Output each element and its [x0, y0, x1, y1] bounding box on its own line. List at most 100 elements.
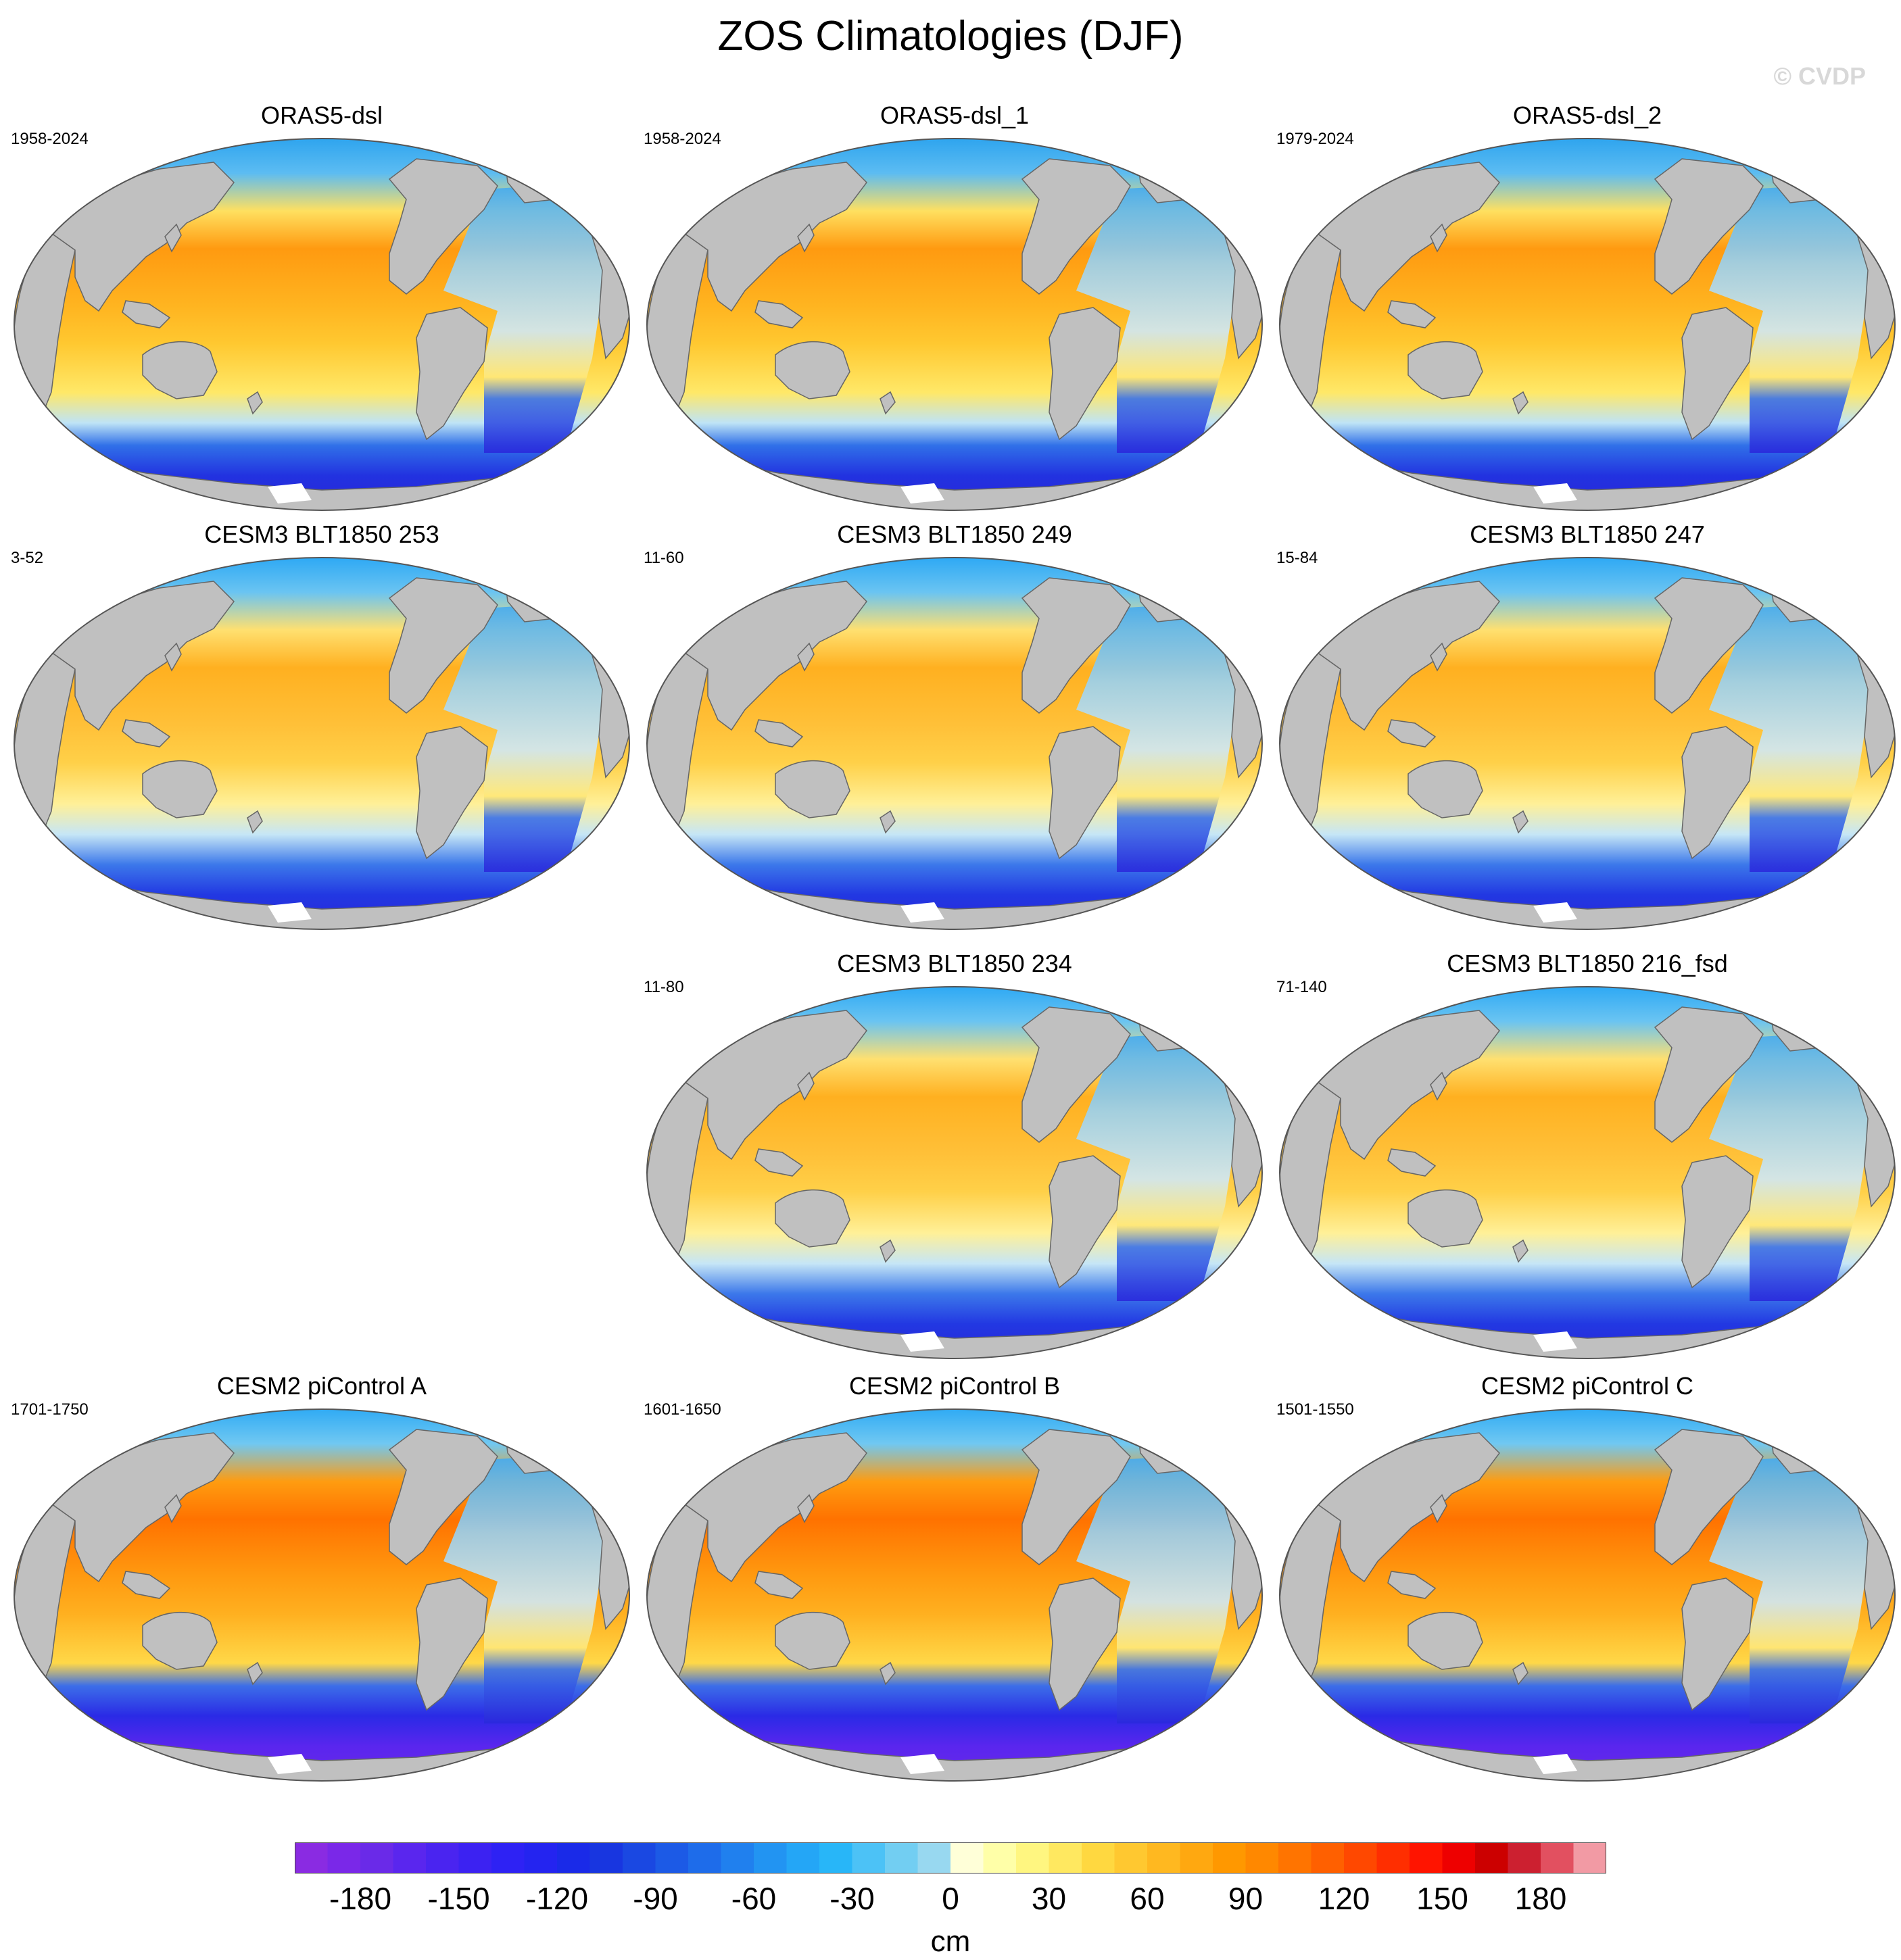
colorbar-swatch [1049, 1842, 1082, 1873]
colorbar-tick-label: -90 [633, 1881, 678, 1916]
colorbar-swatch [1311, 1842, 1345, 1873]
map-panel: CESM3 BLT1850 247 15-84 [1276, 520, 1898, 930]
map-border [646, 986, 1263, 1359]
colorbar-swatch [426, 1842, 459, 1873]
map-border [14, 1408, 630, 1782]
map-panel: CESM3 BLT1850 234 11-80 [644, 950, 1266, 1359]
colorbar-swatch [1475, 1842, 1508, 1873]
nz-land [247, 810, 263, 834]
south-america-land [416, 1577, 488, 1711]
maritime-land [1387, 300, 1437, 328]
colorbar-tick-label: -180 [329, 1881, 392, 1916]
panel-years: 11-60 [644, 549, 684, 567]
colorbar-swatch [852, 1842, 886, 1873]
south-america-land [1049, 1155, 1121, 1289]
australia-land [1407, 341, 1483, 399]
atlantic-field [1709, 1031, 1871, 1301]
colorbar-swatch [1213, 1842, 1246, 1873]
ice-shelf [1533, 483, 1577, 504]
maritime-land [754, 1148, 804, 1177]
colorbar-tick-label: 0 [942, 1881, 959, 1916]
atlantic-field [1076, 182, 1238, 453]
ice-shelf [1533, 1331, 1577, 1352]
map-border [1279, 138, 1896, 511]
maritime-land [754, 719, 804, 748]
colorbar-swatch [1147, 1842, 1180, 1873]
map-panel: ORAS5-dsl_1 1958-2024 [644, 101, 1266, 511]
nz-land [880, 1661, 896, 1686]
south-america-land [1681, 726, 1754, 860]
atlantic-field [443, 182, 606, 453]
south-america-land [1681, 307, 1754, 441]
north-america-land [388, 1429, 498, 1565]
south-america-land [1049, 1577, 1121, 1711]
colorbar-tick-label: -120 [525, 1881, 589, 1916]
atlantic-field [1076, 602, 1238, 872]
colorbar-swatch [360, 1842, 393, 1873]
ssh-map [1279, 1408, 1896, 1782]
atlantic-field [443, 1453, 606, 1723]
japan-land [1430, 1071, 1447, 1101]
colorbar-tick-label: -150 [427, 1881, 490, 1916]
panel-title: CESM3 BLT1850 253 [204, 520, 439, 548]
colorbar [295, 1842, 1606, 1873]
colorbar-swatch [1278, 1842, 1312, 1873]
ssh-map [646, 138, 1263, 511]
atlantic-field [1076, 1453, 1238, 1723]
map-border [1279, 1408, 1896, 1782]
maritime-land [122, 300, 171, 328]
panel-title: CESM2 piControl C [1481, 1372, 1694, 1400]
panel-years: 71-140 [1276, 978, 1327, 996]
australia-land [775, 760, 850, 818]
north-america-land [1021, 577, 1131, 714]
atlantic-field [1709, 1453, 1871, 1723]
map-panel: CESM3 BLT1850 216_fsd 71-140 [1276, 950, 1898, 1359]
south-america-land [1049, 726, 1121, 860]
colorbar-swatch [1541, 1842, 1574, 1873]
north-america-land [1654, 1006, 1764, 1143]
colorbar-swatch [688, 1842, 721, 1873]
north-america-land [388, 158, 498, 295]
atlantic-field [1076, 1031, 1238, 1301]
colorbar-swatch [950, 1842, 984, 1873]
colorbar-swatch [1082, 1842, 1115, 1873]
nz-land [880, 1239, 896, 1263]
colorbar-swatch [721, 1842, 754, 1873]
south-america-land [1681, 1155, 1754, 1289]
colorbar-units: cm [930, 1925, 971, 1958]
colorbar-swatch [1344, 1842, 1377, 1873]
ice-shelf [900, 902, 944, 923]
colorbar-swatch [327, 1842, 361, 1873]
panel-years: 1979-2024 [1276, 130, 1354, 148]
ssh-map [1279, 138, 1896, 511]
nz-land [247, 1661, 263, 1686]
maritime-land [1387, 1148, 1437, 1177]
colorbar-tick-label: -30 [829, 1881, 875, 1916]
panel-years: 11-80 [644, 978, 684, 996]
japan-land [164, 223, 182, 253]
australia-land [142, 760, 218, 818]
south-america-land [1681, 1577, 1754, 1711]
maritime-land [122, 719, 171, 748]
nz-land [1512, 1239, 1529, 1263]
australia-land [142, 1611, 218, 1670]
colorbar-swatch [524, 1842, 558, 1873]
north-america-land [1654, 158, 1764, 295]
map-border [646, 1408, 1263, 1782]
australia-land [1407, 760, 1483, 818]
colorbar-tick-label: 150 [1416, 1881, 1468, 1916]
south-america-land [416, 307, 488, 441]
australia-land [1407, 1189, 1483, 1248]
ice-shelf [268, 902, 312, 923]
colorbar-swatch [819, 1842, 852, 1873]
ice-shelf [900, 1331, 944, 1352]
nz-land [1512, 810, 1529, 834]
colorbar-swatch [557, 1842, 590, 1873]
panel-years: 1501-1550 [1276, 1400, 1354, 1419]
panel-years: 1958-2024 [644, 130, 721, 148]
colorbar-swatch [754, 1842, 787, 1873]
south-america-land [416, 726, 488, 860]
australia-land [142, 341, 218, 399]
maritime-land [122, 1571, 171, 1599]
ice-shelf [268, 483, 312, 504]
